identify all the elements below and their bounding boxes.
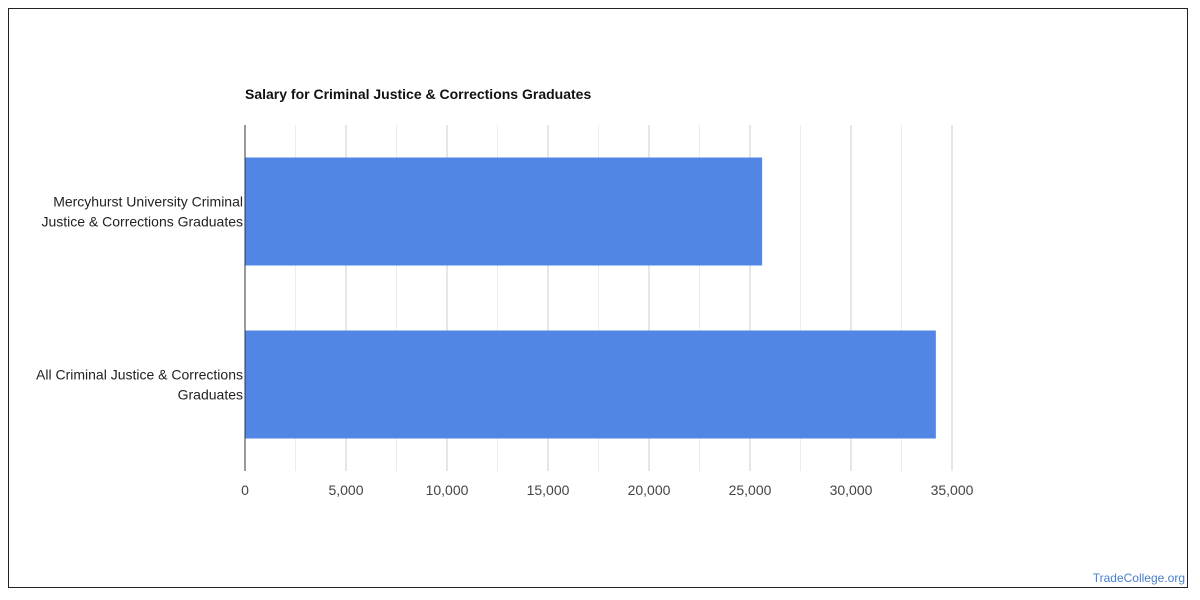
category-label: Mercyhurst University Criminal Justice & … <box>41 194 243 230</box>
category-labels: Mercyhurst University Criminal Justice & … <box>36 194 243 403</box>
category-label: All Criminal Justice & Corrections Gradua… <box>36 367 243 403</box>
chart-title: Salary for Criminal Justice & Correction… <box>245 86 591 102</box>
x-tick-label: 5,000 <box>328 482 363 498</box>
x-tick-label: 35,000 <box>931 482 974 498</box>
x-tick-label: 0 <box>241 482 249 498</box>
x-tick-label: 20,000 <box>628 482 671 498</box>
x-tick-label: 15,000 <box>527 482 570 498</box>
x-tick-label: 10,000 <box>426 482 469 498</box>
x-tick-labels: 0 5,000 10,000 15,000 20,000 25,000 30,000 35,0… <box>241 482 974 498</box>
bar-1[interactable] <box>245 157 763 266</box>
bars <box>245 157 936 439</box>
watermark[interactable]: TradeCollege.org <box>1092 571 1185 585</box>
x-tick-label: 25,000 <box>729 482 772 498</box>
bar-2[interactable] <box>245 330 936 439</box>
x-tick-label: 30,000 <box>830 482 873 498</box>
